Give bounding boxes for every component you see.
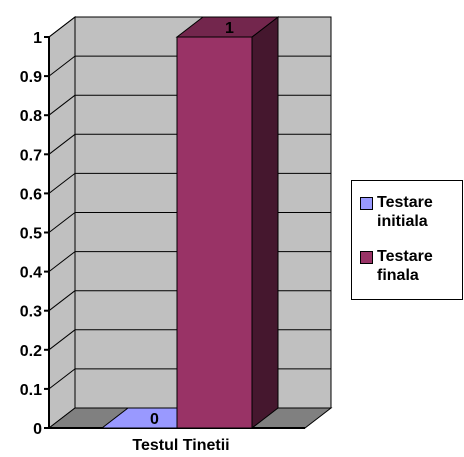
gridline-side [48,133,76,155]
gridline-side [48,55,76,77]
y-tick-label: 0.7 [20,147,42,164]
gridline-side [48,329,76,351]
data-labels: 01 [150,20,234,428]
y-tick-label: 0.3 [20,304,42,321]
y-tick-label: 0.6 [20,186,42,203]
gridline-side [48,94,76,116]
data-label: 0 [150,411,159,428]
gridline-side [48,16,76,38]
legend-swatch-initiala [360,197,373,210]
y-tick-label: 0.1 [20,382,42,399]
gridline-side [48,368,76,390]
y-tick-labels: 0 0.1 0.2 0.3 0.4 0.5 0.6 0.7 0.8 0.9 1 [20,30,49,438]
legend-item-finala: Testare finala [360,247,457,285]
y-tick-label: 1 [33,30,42,47]
gridline-side [48,212,76,233]
x-category-label: Testul Tinetii [132,437,229,454]
bar-top [175,16,280,38]
y-tick-label: 0.5 [20,226,42,243]
legend-swatch-finala [360,251,373,264]
y-tick-label: 0.2 [20,343,42,360]
y-tick-label: 0.8 [20,108,42,125]
y-tick-label: 0.9 [20,69,42,86]
legend: Testare initiala Testare finala [351,180,463,300]
bars [100,15,280,430]
legend-item-initiala: Testare initiala [360,193,457,231]
data-label: 1 [225,20,234,37]
bar-side [251,15,279,430]
legend-label-initiala: Testare initiala [377,194,433,230]
bar-front [176,36,253,429]
gridline-side [48,290,76,312]
bar-testare-finala [175,15,280,430]
gridline-side [48,173,76,194]
legend-label-finala: Testare finala [377,248,433,284]
y-tick-label: 0.4 [20,265,42,282]
gridline-side [48,251,76,272]
y-tick-label: 0 [33,421,42,438]
